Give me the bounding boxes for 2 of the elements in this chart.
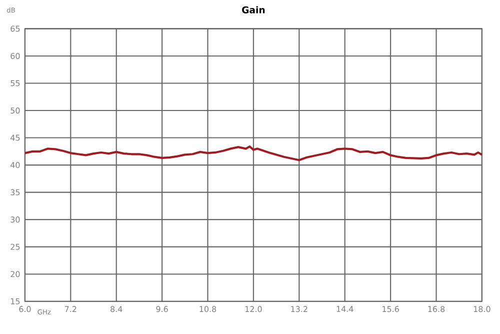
- chart-title: Gain: [242, 6, 265, 14]
- line-series: [24, 145, 482, 162]
